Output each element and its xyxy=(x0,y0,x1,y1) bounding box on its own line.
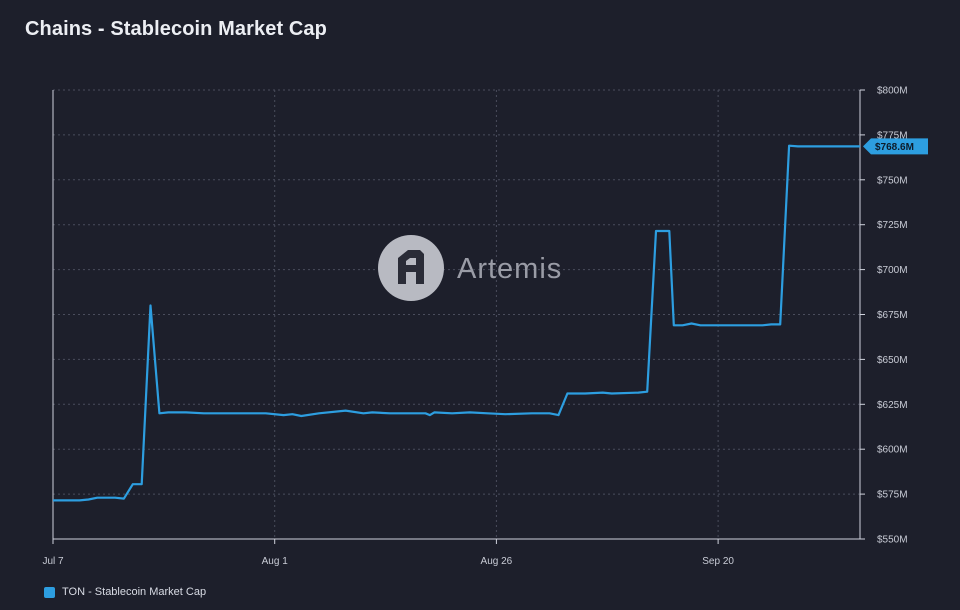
x-tick-label: Sep 20 xyxy=(702,556,734,567)
badge-shape xyxy=(863,138,928,155)
legend[interactable]: TON - Stablecoin Market Cap xyxy=(44,586,206,598)
x-tick-label: Aug 1 xyxy=(262,556,289,567)
y-tick-label: $725M xyxy=(877,220,908,231)
y-tick-label: $775M xyxy=(877,130,908,141)
chart-title: Chains - Stablecoin Market Cap xyxy=(25,18,327,40)
grid xyxy=(53,89,860,539)
y-tick-label: $700M xyxy=(877,265,908,276)
badge-value: $768.6M xyxy=(875,142,914,153)
watermark: Artemis xyxy=(378,235,562,301)
y-tick-label: $800M xyxy=(877,86,908,97)
last-value-badge: $768.6M xyxy=(863,138,928,155)
axes: $550M $575M $600M $625M $650M $675M $700M $725M… xyxy=(42,86,907,568)
y-tick-label: $600M xyxy=(877,445,908,456)
x-tick-label: Jul 7 xyxy=(42,556,64,567)
x-tick-label: Aug 26 xyxy=(481,556,513,567)
y-tick-label: $625M xyxy=(877,400,908,411)
y-tick-label: $750M xyxy=(877,175,908,186)
watermark-text: Artemis xyxy=(457,253,562,285)
legend-swatch xyxy=(44,586,55,598)
legend-label: TON - Stablecoin Market Cap xyxy=(62,586,207,598)
artemis-logo-glyph xyxy=(398,250,424,284)
series-line-ton xyxy=(53,144,860,502)
series-layer xyxy=(53,144,860,502)
y-tick-label: $550M xyxy=(877,535,908,546)
y-tick-label: $575M xyxy=(877,490,908,501)
y-tick-label: $650M xyxy=(877,355,908,366)
y-tick-label: $675M xyxy=(877,310,908,321)
